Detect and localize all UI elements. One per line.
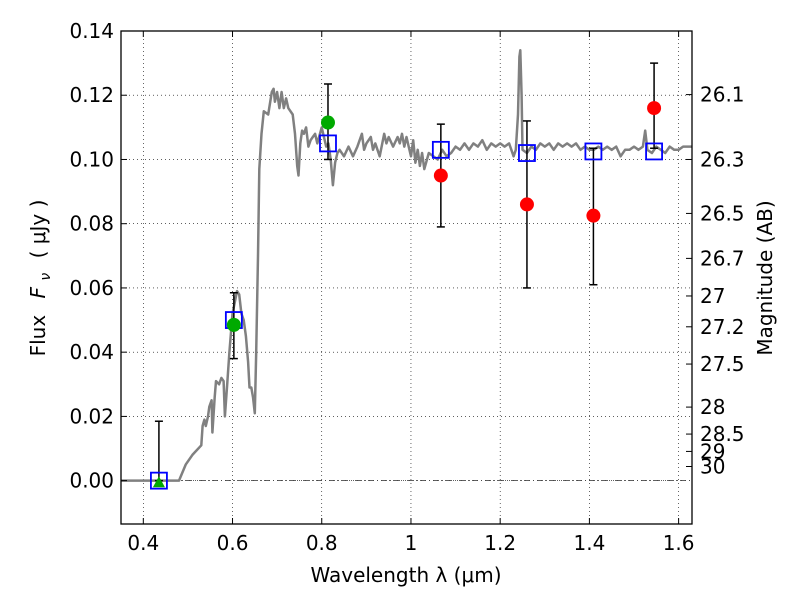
y-axis-title-subscript: ν: [38, 273, 54, 281]
x-tick-label-5: 1.4: [573, 531, 605, 555]
model-square-0: [150, 471, 168, 490]
x-axis-title: Wavelength λ (μm): [310, 563, 501, 587]
y-tick-label-1: 0.02: [69, 404, 114, 428]
optical-point-1: [320, 115, 335, 130]
y2-axis-title: Magnitude (AB): [753, 200, 777, 355]
y2-tick-label-6: 27.5: [700, 352, 745, 376]
y-tick-label-0: 0.00: [69, 469, 114, 493]
model-square-2: [319, 134, 337, 153]
y-axis-title-unit: ( μJy ): [26, 200, 50, 259]
plot-frame: [120, 30, 693, 525]
y2-tick-label-2: 26.5: [700, 201, 745, 225]
y-axis-title: Flux F ν ( μJy ): [26, 200, 55, 357]
y2-tick-label-5: 27.2: [700, 315, 745, 339]
y2-tick-label-0: 26.1: [700, 83, 745, 107]
model-square-5: [584, 142, 603, 161]
y-axis-title-symbol: F: [26, 286, 50, 298]
y2-tick-label-8: 28.5: [700, 422, 745, 446]
x-tick-label-1: 0.6: [217, 531, 249, 555]
y2-tick-label-3: 26.7: [700, 246, 745, 270]
spectrum-line-group: [121, 49, 692, 482]
x-tick-label-3: 1: [405, 531, 418, 555]
y2-tick-label-4: 27: [700, 284, 725, 308]
nir-point-0: [433, 168, 448, 183]
x-tick-label-0: 0.4: [127, 531, 159, 555]
nir-point-3: [647, 101, 662, 116]
y2-tick-label-1: 26.3: [700, 147, 745, 171]
x-tick-label-4: 1.2: [484, 531, 516, 555]
y2-tick-label-7: 28: [700, 395, 725, 419]
y2-tick-label-9: 29: [700, 439, 725, 463]
model-square-6: [645, 142, 663, 161]
nir-point-2: [586, 208, 601, 223]
y-tick-label-7: 0.14: [69, 19, 114, 43]
nir-point-1: [519, 197, 534, 212]
y-tick-label-2: 0.04: [69, 340, 114, 364]
x-tick-label-6: 1.6: [663, 531, 695, 555]
y-tick-label-6: 0.12: [69, 83, 114, 107]
y-tick-label-5: 0.10: [69, 147, 114, 171]
model-square-4: [518, 144, 536, 162]
ticks-group: 0.4 0.6 0.8 1 1.2 1.4 1.6 0.00 0.02 0.04 0.06 0.08 0…: [69, 19, 744, 555]
y-tick-label-3: 0.06: [69, 276, 114, 300]
spectrum-line: [121, 49, 692, 482]
data-points-group: [152, 101, 662, 488]
model-squares-group: [150, 134, 663, 490]
y-axis-title-prefix: Flux: [26, 315, 50, 357]
y2-tick-label-10: 30: [700, 455, 725, 479]
y-tick-label-4: 0.08: [69, 212, 114, 236]
upper-limit-triangle-0: [152, 476, 165, 488]
x-tick-label-2: 0.8: [306, 531, 338, 555]
model-square-3: [431, 140, 450, 159]
optical-point-0: [226, 317, 241, 332]
